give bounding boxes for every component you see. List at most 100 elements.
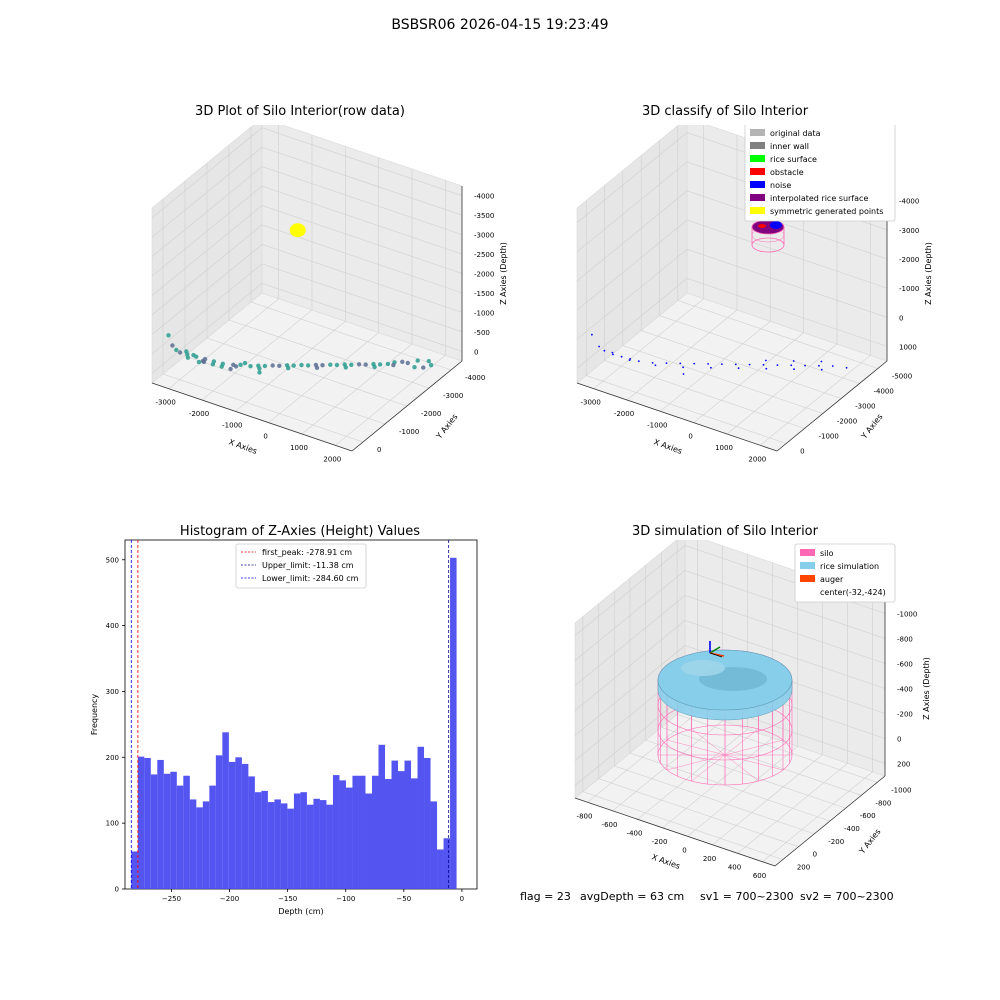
chart3-bar	[157, 759, 164, 889]
chart2-legend-swatch	[750, 168, 765, 175]
chart3-bar	[313, 798, 320, 889]
chart1-data-point	[174, 347, 179, 353]
chart4-y-axis-label: Y Axies	[857, 827, 883, 856]
chart1-x-axis-line	[151, 382, 353, 452]
chart4-x-tick-label: -600	[602, 821, 618, 829]
chart3-bar	[371, 775, 379, 889]
chart4-silo-base-spoke	[666, 754, 726, 771]
chart2-noise-point	[682, 366, 684, 369]
chart3-bar	[267, 802, 275, 889]
chart2-legend-swatch	[750, 181, 765, 188]
chart2-noise-point	[792, 360, 795, 362]
chart1-grid-y	[206, 163, 408, 407]
chart1-data-point	[363, 362, 368, 367]
chart2-grid-y	[622, 170, 823, 414]
chart2-y-tick-label: 0	[800, 448, 804, 456]
chart2-grid-y	[640, 155, 842, 399]
chart3-bar	[261, 790, 268, 889]
chart3-y-tick-label: 200	[106, 754, 119, 762]
chart4-rice-mound	[681, 660, 725, 676]
chart3-bar	[131, 851, 138, 889]
chart2-y-tick-label: -1000	[819, 433, 839, 441]
chart1-grid-y	[162, 199, 364, 443]
chart1-data-point	[421, 365, 426, 370]
chart2-z-axis-label: Z Axies (Depth)	[924, 242, 933, 305]
chart3-x-tick-label: −200	[220, 895, 239, 903]
chart2-noise-point	[628, 359, 631, 361]
chart1-data-point	[405, 360, 410, 366]
chart3-x-tick-label: −50	[396, 895, 411, 903]
chart1-data-point	[334, 362, 340, 368]
chart3-bar	[300, 792, 307, 889]
chart2-noise-point	[845, 366, 848, 369]
chart1-data-point	[349, 362, 354, 367]
chart2-z-tick-label: -2000	[899, 256, 919, 264]
chart4-grid-y	[614, 590, 815, 835]
chart2-noise-point	[620, 355, 623, 358]
chart2-noise-point	[820, 360, 823, 363]
chart1-z-tick-label: -1500	[474, 290, 494, 298]
chart2-noise-point	[831, 365, 834, 367]
chart2-y-axis-line	[776, 360, 888, 452]
chart2-noise-point	[762, 363, 765, 366]
chart2-x-tick-label: -1000	[647, 421, 667, 429]
chart4-legend-label: silo	[820, 549, 834, 558]
chart1-data-point	[177, 350, 183, 355]
chart3-bar	[280, 803, 288, 889]
chart4-x-tick-label: 0	[682, 846, 686, 854]
chart1-grid-z	[151, 224, 463, 316]
chart4-y-axis-line	[774, 775, 886, 867]
chart2-noise-point	[637, 360, 640, 362]
chart4-grid-y	[645, 565, 846, 809]
chart3-bar	[287, 808, 294, 889]
chart2-x-axis-line	[576, 382, 778, 452]
chart1-data-point	[200, 358, 206, 364]
chart4-x-tick-label: 400	[728, 863, 741, 871]
chart2-legend-label: noise	[770, 181, 791, 190]
chart4-z-tick-label: 0	[897, 736, 901, 744]
chart2-grid-z	[576, 190, 888, 282]
chart2-legend-label: obstacle	[770, 168, 804, 177]
chart4-y-tick-label: -200	[828, 838, 844, 846]
chart4-z-tick-label: 200	[897, 761, 910, 769]
chart4-grid-x	[637, 554, 748, 820]
chart1-yellow-cluster	[289, 223, 306, 238]
chart4-y-tick-label: -600	[860, 812, 876, 820]
chart1-data-point	[299, 362, 304, 368]
chart1-z-tick-label: -3000	[474, 232, 494, 240]
chart3-bar	[235, 757, 242, 889]
chart2-noise-point	[665, 362, 668, 364]
chart2-grid-x	[760, 180, 871, 446]
chart4-legend-swatch	[800, 549, 815, 556]
chart3-title: Histogram of Z-Axies (Height) Values	[179, 524, 421, 539]
chart3-bar	[398, 771, 405, 889]
chart3-bar	[332, 775, 340, 889]
chart3-bar	[345, 787, 353, 889]
chart2-noise-point	[591, 333, 593, 336]
chart2-legend-swatch	[750, 155, 765, 162]
chart4-y-tick-label: 200	[797, 864, 810, 872]
chart3-bar	[319, 800, 327, 889]
chart1-data-point	[428, 363, 434, 368]
chart4-auger-y	[709, 646, 721, 654]
chart3-legend	[235, 543, 367, 589]
chart3-bar	[274, 799, 281, 889]
chart1-z-tick-label: -3500	[474, 212, 494, 220]
chart2-grid-y	[677, 125, 878, 369]
status-flag: flag = 23	[520, 890, 571, 903]
chart4-title: 3D simulation of Silo Interior	[632, 524, 818, 539]
chart4-auger-arrow	[709, 652, 723, 658]
chart1-data-point	[286, 366, 291, 371]
chart3-bar	[450, 557, 457, 889]
chart1-data-point	[391, 362, 396, 368]
chart4-y-tick-label: -1000	[891, 786, 911, 794]
chart4-z-tick-label: -200	[897, 711, 913, 719]
chart1-data-point	[210, 362, 216, 367]
chart2-x-tick-label: 0	[688, 433, 692, 441]
chart1-grid-z	[151, 263, 463, 355]
chart3-bar	[443, 838, 451, 889]
chart1-grid-z	[151, 166, 463, 257]
chart3-bar	[209, 785, 216, 889]
chart3-legend-label: Upper_limit: -11.38 cm	[262, 561, 354, 570]
chart2-x-tick-label: -3000	[580, 399, 600, 407]
